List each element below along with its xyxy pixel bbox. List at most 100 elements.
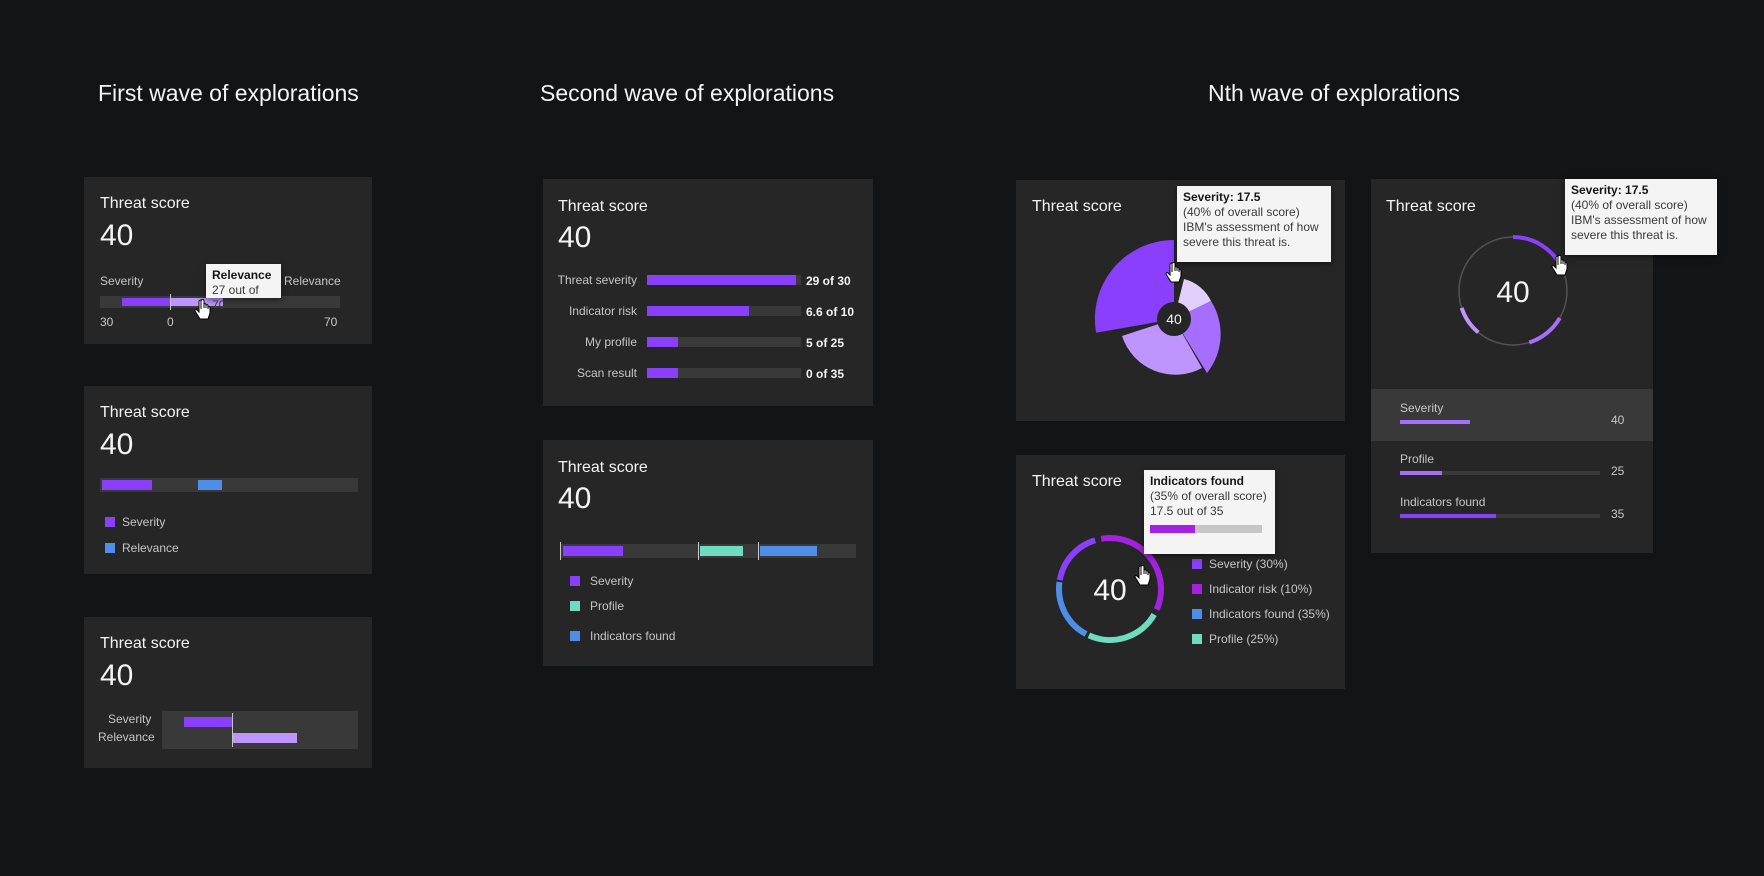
- tooltip-line: severe this threat is.: [1571, 228, 1679, 242]
- card-title: Threat score: [558, 198, 648, 215]
- metric-bar-fill[interactable]: [1400, 471, 1442, 475]
- metric-bar-fill[interactable]: [647, 368, 678, 378]
- metric-value: 35: [1611, 507, 1625, 521]
- hand-cursor-icon: [194, 299, 211, 320]
- tooltip-title: Relevance: [212, 268, 272, 282]
- severity-legend-swatch: [105, 517, 115, 527]
- segment-divider: [758, 542, 759, 560]
- legend-label: Indicator risk (10%): [1209, 582, 1313, 596]
- relevance-tooltip: Relevance 27 out of 70: [206, 264, 281, 312]
- threat-score-card-a3: Threat score 40 Severity Relevance: [84, 617, 372, 768]
- metric-bar-track: [647, 337, 801, 347]
- tick-label: 70: [324, 315, 338, 329]
- metric-label: Indicators found: [1400, 495, 1486, 509]
- profile-legend-swatch: [570, 601, 580, 611]
- metric-bar-fill[interactable]: [647, 275, 796, 285]
- metric-bar-track: [647, 368, 801, 378]
- indicators-found-legend-swatch: [570, 631, 580, 641]
- legend-label: Severity: [590, 574, 634, 588]
- severity-segment[interactable]: [563, 546, 623, 556]
- metric-label: Scan result: [576, 366, 637, 380]
- threat-score-value: 40: [100, 219, 134, 252]
- metric-bar-fill[interactable]: [647, 306, 749, 316]
- severity-label: Severity: [108, 712, 152, 726]
- metric-label: Indicator risk: [568, 304, 637, 318]
- card-title: Threat score: [558, 459, 648, 476]
- severity-segment[interactable]: [102, 480, 152, 490]
- indicator-risk-legend-swatch: [1192, 584, 1202, 594]
- threat-score-value: 40: [1496, 276, 1529, 309]
- metric-label: My profile: [584, 335, 637, 349]
- hand-cursor-icon: [1134, 565, 1151, 586]
- severity-bar[interactable]: [122, 298, 170, 306]
- legend-label: Severity (30%): [1209, 557, 1288, 571]
- severity-donut-arc[interactable]: [1054, 533, 1169, 648]
- indicators-ring-arc[interactable]: [1455, 233, 1571, 349]
- segment-divider: [698, 542, 699, 560]
- tooltip-title: Severity: 17.5: [1183, 190, 1261, 204]
- metric-value: 6.6 of 10: [806, 305, 855, 319]
- zero-axis-line: [170, 294, 171, 310]
- metric-bar-fill[interactable]: [1400, 420, 1470, 424]
- indicators-found-tooltip: Indicators found (35% of overall score) …: [1144, 470, 1275, 554]
- threat-score-card-a1: Threat score 40 Severity Relevance 30 0 …: [84, 177, 372, 344]
- ring-chart: 40: [1455, 233, 1571, 349]
- row-highlight: [1371, 389, 1653, 441]
- tooltip-line: 17.5 out of 35: [1150, 504, 1224, 518]
- threat-score-value: 40: [558, 482, 592, 515]
- card-title: Threat score: [100, 195, 190, 212]
- tooltip-line: IBM's assessment of how: [1183, 220, 1319, 234]
- segment-divider: [560, 542, 561, 560]
- relevance-segment[interactable]: [198, 480, 222, 490]
- metric-bar-track: [1400, 514, 1600, 518]
- metric-bar-fill[interactable]: [1400, 514, 1496, 518]
- metric-value: 29 of 30: [806, 274, 851, 288]
- relevance-bar[interactable]: [171, 298, 223, 306]
- tick-label: 30: [100, 315, 114, 329]
- center-hole: [1157, 302, 1191, 336]
- threat-score-card-c3: Threat score 40 Severity 40 Profile 25 Indic…: [1371, 179, 1717, 553]
- threat-score-value: 40: [100, 659, 134, 692]
- threat-score-card-b1: Threat score 40 Threat severity 29 of 30 I…: [543, 179, 873, 406]
- indicators-found-segment[interactable]: [760, 546, 817, 556]
- relevance-label: Relevance: [98, 730, 155, 744]
- card-title: Threat score: [1386, 198, 1476, 215]
- tooltip-line: (40% of overall score): [1571, 198, 1688, 212]
- metric-bar-track: [1400, 471, 1600, 475]
- profile-legend-swatch: [1192, 634, 1202, 644]
- threat-score-value: 40: [1093, 574, 1126, 607]
- stacked-bar-track: [100, 478, 358, 492]
- profile-donut-arc[interactable]: [1054, 533, 1174, 653]
- profile-segment[interactable]: [700, 546, 743, 556]
- indicators-found-legend-swatch: [1192, 609, 1202, 619]
- severity-label: Severity: [100, 274, 144, 288]
- relevance-label: Relevance: [284, 274, 341, 288]
- severity-bar[interactable]: [184, 717, 232, 727]
- legend-label: Indicators found (35%): [1209, 607, 1330, 621]
- severity-legend-swatch: [1192, 559, 1202, 569]
- legend-label: Profile (25%): [1209, 632, 1279, 646]
- relevance-bar[interactable]: [233, 733, 297, 743]
- metric-value: 0 of 35: [806, 367, 845, 381]
- severity-rose-slice[interactable]: [1094, 239, 1174, 333]
- card-title: Threat score: [1032, 473, 1122, 490]
- threat-score-card-a2: Threat score 40 Severity Relevance: [84, 386, 372, 574]
- tooltip-line: IBM's assessment of how: [1571, 213, 1707, 227]
- metric-bar-fill[interactable]: [647, 337, 678, 347]
- donut-chart: 40: [1054, 533, 1174, 653]
- metric-bar-track: [1400, 420, 1600, 424]
- threat-score-card-b2: Threat score 40 Severity Profile Indicat…: [543, 440, 873, 666]
- tooltip-line: (40% of overall score): [1183, 205, 1300, 219]
- legend-label: Relevance: [122, 541, 179, 555]
- threat-score-card-c2: Threat score 40 Severity (30%) Indicator…: [1016, 455, 1345, 689]
- hand-cursor-icon: [1551, 255, 1568, 276]
- tooltip-progress-fill: [1150, 525, 1195, 533]
- hand-cursor-icon: [1165, 262, 1182, 283]
- severity-tooltip: Severity: 17.5 (40% of overall score) IB…: [1177, 186, 1331, 262]
- card-title: Threat score: [100, 404, 190, 421]
- metric-label: Threat severity: [557, 273, 637, 287]
- threat-score-value: 40: [100, 428, 134, 461]
- indicators-rose-slice[interactable]: [1122, 319, 1202, 375]
- severity-ring-arc[interactable]: [1457, 235, 1569, 347]
- metric-label: Severity: [1400, 401, 1444, 415]
